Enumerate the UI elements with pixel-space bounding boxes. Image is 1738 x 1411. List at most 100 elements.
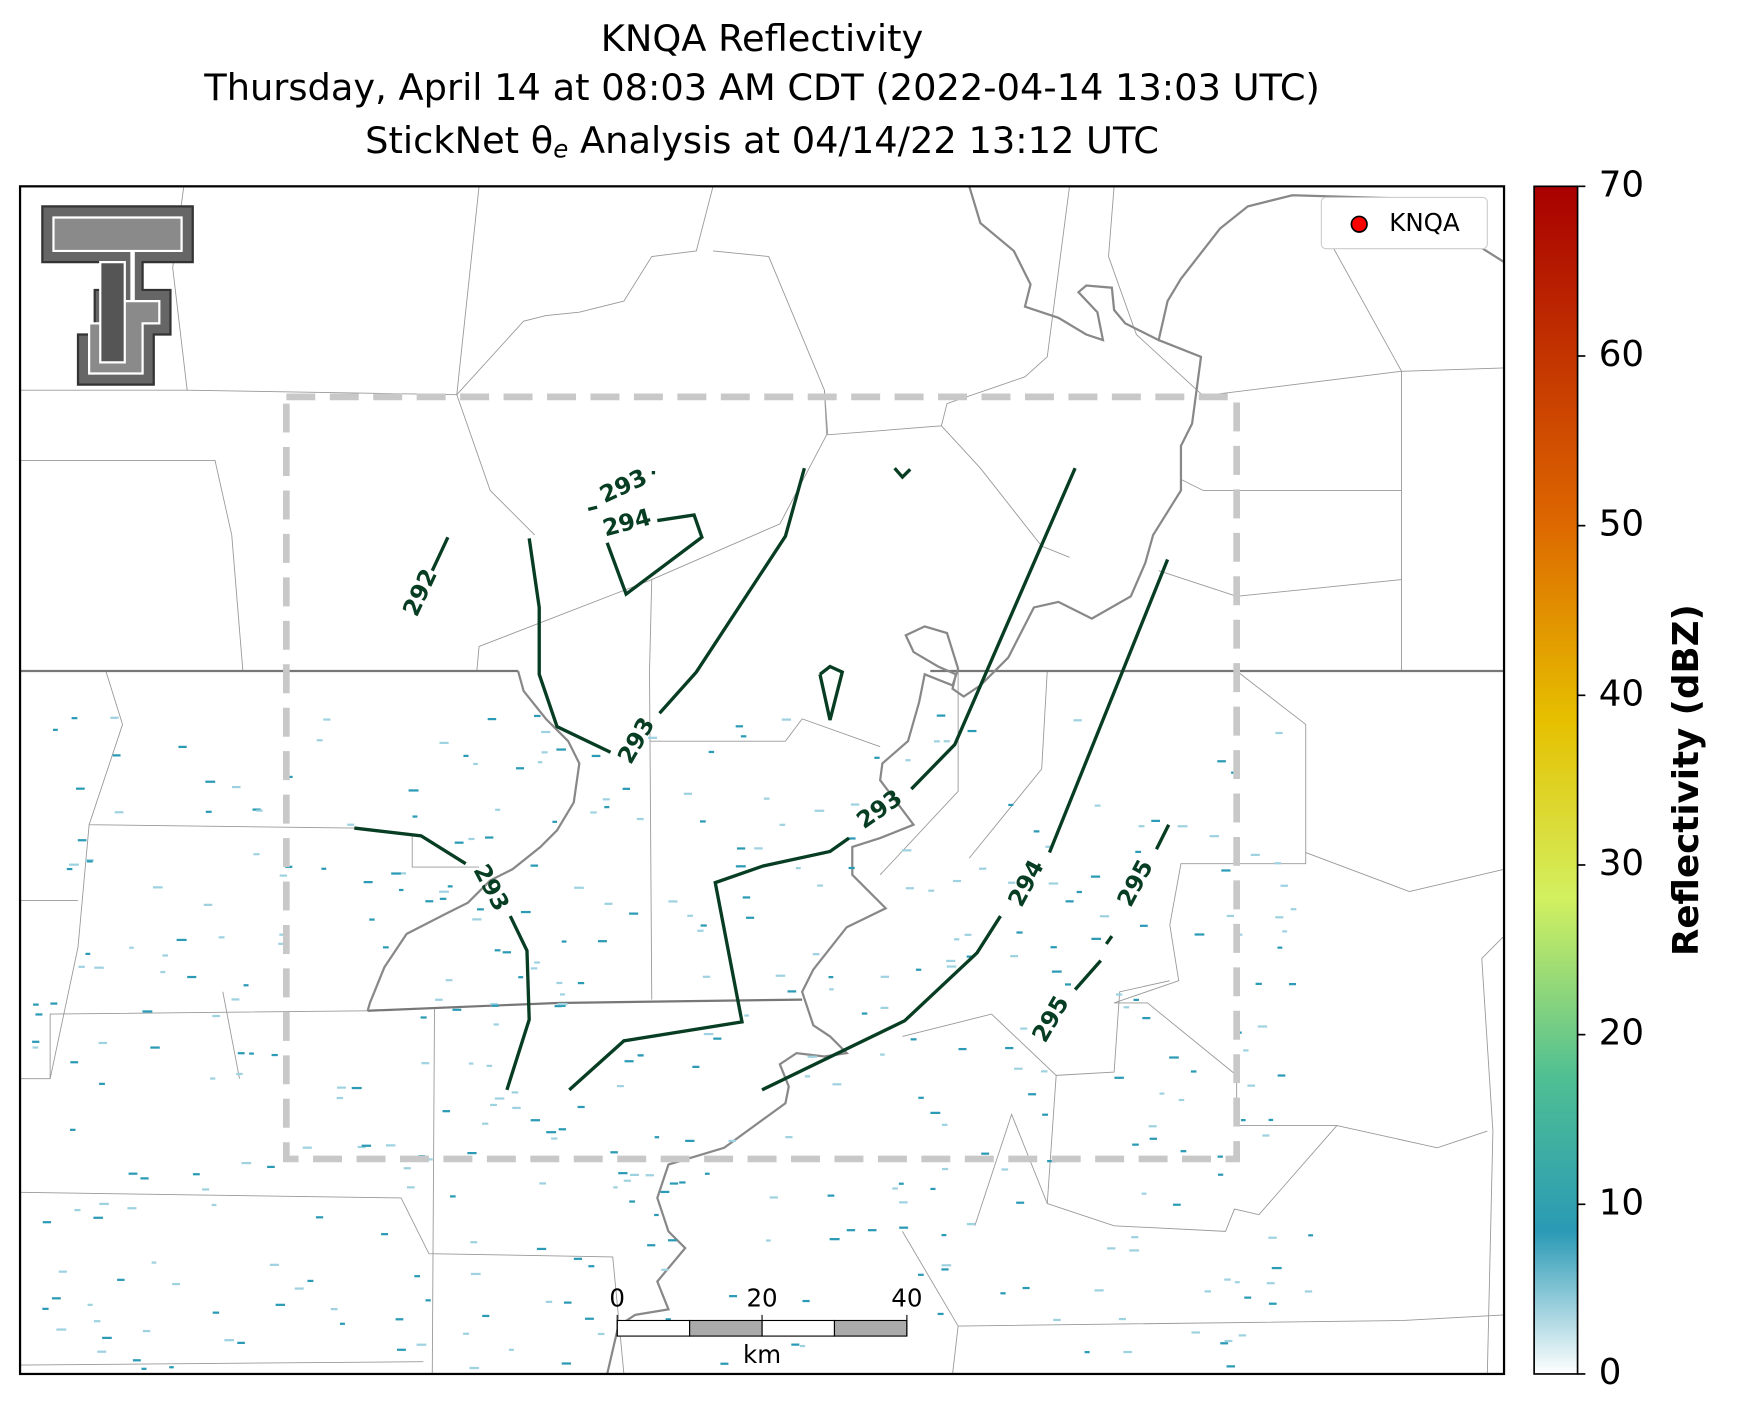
radar-echo [551, 1137, 558, 1140]
radar-echo [915, 968, 922, 971]
radar-echo [472, 918, 482, 921]
radar-echo [425, 1299, 431, 1302]
radar-echo [1277, 1074, 1286, 1077]
radar-echo [406, 1186, 415, 1189]
radar-echo [561, 940, 567, 943]
radar-echo [781, 718, 792, 721]
colorbar-tick-label: 30 [1599, 843, 1644, 884]
scale-segment [616, 1319, 691, 1337]
legend-label: KNQA [1389, 208, 1460, 237]
radar-echo [661, 1268, 669, 1271]
radar-echo [537, 761, 543, 764]
radar-echo [385, 1144, 396, 1147]
radar-echo [964, 933, 972, 936]
radar-echo [742, 896, 751, 899]
radar-echo [812, 953, 820, 956]
radar-echo [477, 908, 484, 911]
radar-echo [1133, 998, 1139, 1001]
radar-echo [1220, 1342, 1229, 1345]
radar-echo [442, 1110, 451, 1113]
radar-echo [485, 836, 494, 839]
radar-echo [536, 1247, 547, 1251]
radar-echo [766, 1239, 771, 1242]
radar-echo [339, 1322, 345, 1325]
radar-echo [439, 890, 449, 893]
title-line: StickNet θe Analysis at 04/14/22 13:12 U… [365, 118, 1159, 163]
radar-echo [1304, 1290, 1313, 1293]
colorbar-tick-label: 0 [1599, 1352, 1622, 1393]
radar-echo [425, 900, 434, 903]
radar-echo [1221, 869, 1231, 872]
radar-echo [249, 1052, 254, 1055]
radar-echo [1135, 850, 1142, 853]
radar-echo [463, 1332, 470, 1335]
radar-echo [482, 1122, 489, 1125]
radar-echo [623, 1179, 631, 1182]
colorbar-tick-label: 40 [1599, 673, 1644, 714]
colorbar-ticks: 0 10 20 30 40 50 60 70 [1577, 164, 1644, 1393]
colorbar-tick-label: 20 [1599, 1013, 1644, 1054]
radar-echo [1033, 830, 1040, 833]
radar-echo [241, 1161, 252, 1165]
radar-echo [70, 1061, 79, 1064]
radar-echo [487, 717, 497, 721]
radar-echo [1262, 1134, 1270, 1137]
radar-echo [697, 929, 704, 932]
radar-echo [253, 853, 260, 856]
radar-echo [832, 1083, 842, 1086]
scale-tick-label: 0 [609, 1283, 625, 1312]
radar-echo [205, 780, 216, 783]
radar-echo [53, 728, 58, 731]
radar-echo [597, 940, 607, 943]
contour-label: 294 [600, 503, 654, 543]
radar-echo [1180, 1150, 1187, 1153]
radar-echo [470, 1272, 481, 1276]
radar-echo [1099, 915, 1110, 918]
radar-echo [979, 867, 987, 870]
radar-echo [1138, 825, 1145, 828]
radar-echo [654, 1136, 660, 1139]
radar-echo [494, 1097, 505, 1100]
radar-echo [132, 1359, 141, 1362]
radar-echo [1250, 853, 1260, 856]
contour-label: 293 [468, 859, 516, 915]
radar-echo [679, 1181, 686, 1184]
radar-echo [591, 754, 601, 758]
radar-echo [278, 942, 285, 945]
radar-echo [1091, 937, 1101, 940]
radar-echo [1042, 1113, 1049, 1116]
radar-echo [604, 805, 610, 809]
radar-echo [1244, 1296, 1252, 1299]
radar-echo [1275, 916, 1284, 919]
radar-echo [236, 1072, 243, 1076]
radar-echo [1000, 1292, 1006, 1295]
radar-echo [1129, 1249, 1140, 1252]
radar-echo [1148, 1125, 1157, 1128]
radar-echo [192, 1173, 200, 1176]
radar-echo [966, 1222, 976, 1226]
radar-echo [892, 1187, 898, 1190]
radar-echo [86, 860, 93, 863]
radar-echo [899, 1226, 909, 1229]
radar-echo [828, 976, 834, 979]
radar-echo [638, 1054, 644, 1057]
radar-echo [1277, 946, 1283, 949]
radar-echo [814, 809, 825, 812]
radar-echo [205, 810, 212, 813]
radar-echo [668, 900, 678, 903]
radar-echo [470, 1241, 478, 1244]
contour-label: 295 [1111, 855, 1159, 911]
radar-echo [50, 1002, 58, 1005]
radar-echo [469, 1366, 480, 1370]
radar-echo [93, 1320, 101, 1323]
scale-tick-label: 20 [746, 1283, 777, 1312]
radar-echo [953, 879, 962, 883]
radar-echo [941, 1167, 949, 1171]
radar-echo [294, 1287, 304, 1290]
radar-echo [744, 1014, 749, 1017]
theta-e-contours [354, 467, 1171, 1092]
radar-echo [848, 866, 855, 870]
radar-echo [1114, 1076, 1124, 1079]
radar-echo [880, 1006, 889, 1009]
radar-echo [1172, 1203, 1181, 1206]
